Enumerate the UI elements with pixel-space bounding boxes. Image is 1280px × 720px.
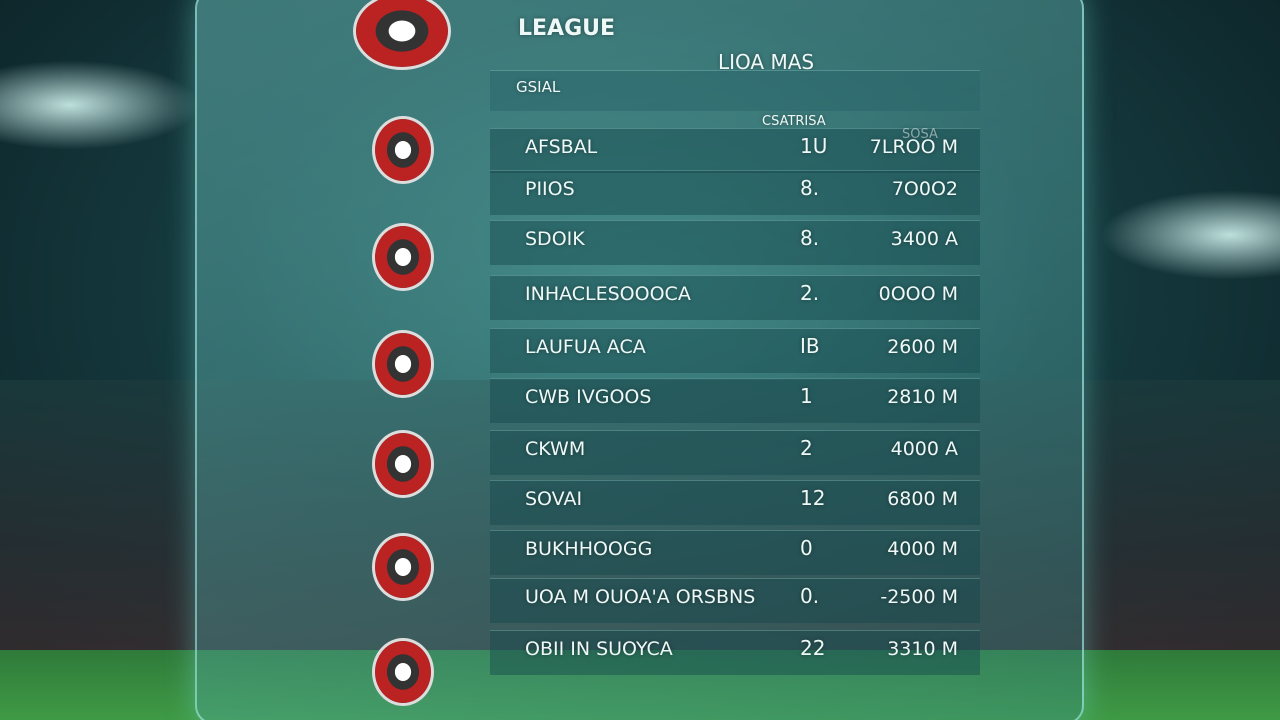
table-row [490, 378, 980, 423]
table-row [490, 630, 980, 675]
team-name: SOVAI [525, 488, 583, 510]
team-number: 2 [800, 436, 813, 460]
team-crest [372, 116, 434, 184]
team-crest [372, 223, 434, 291]
table-row [490, 170, 980, 215]
team-value: 3400 A [890, 228, 958, 250]
table-row [490, 430, 980, 475]
team-value: 3310 M [887, 638, 958, 660]
team-value: 4000 A [890, 438, 958, 460]
team-crest [372, 638, 434, 706]
table-row [490, 530, 980, 575]
floodlight [1100, 190, 1280, 280]
table-row [490, 220, 980, 265]
team-number: 1 [800, 384, 813, 408]
column-header: GSIAL [516, 78, 561, 96]
team-value: 7LROO M [869, 136, 958, 158]
team-number: 22 [800, 636, 826, 660]
team-name: SDOIK [525, 228, 585, 250]
team-crest [372, 430, 434, 498]
team-name: OBII IN SUOYCA [525, 638, 673, 660]
team-name: UOA M OUOA'A ORSBNS [525, 586, 756, 608]
table-row [490, 578, 980, 623]
team-name: PIIOS [525, 178, 575, 200]
column-header: SOSA [902, 127, 938, 142]
team-value: 2600 M [887, 336, 958, 358]
stands [0, 380, 1280, 660]
team-name: CWB IVGOOS [525, 386, 652, 408]
team-value: 6800 M [887, 488, 958, 510]
team-number: 8. [800, 176, 820, 200]
table-row [490, 480, 980, 525]
team-name: AFSBAL [525, 136, 598, 158]
team-value: 2810 M [887, 386, 958, 408]
table-row [490, 128, 980, 173]
team-crest [372, 533, 434, 601]
team-value: 7O0O2 [891, 178, 958, 200]
team-name: LAUFUA ACA [525, 336, 646, 358]
team-number: 1U [800, 134, 828, 158]
floodlight [0, 60, 200, 150]
team-number: 12 [800, 486, 826, 510]
team-number: 0 [800, 536, 813, 560]
league-logo [353, 0, 451, 70]
column-header: CSATRISA [762, 114, 826, 129]
team-name: CKWM [525, 438, 586, 460]
league-panel [195, 0, 1084, 720]
team-value: 4000 M [887, 538, 958, 560]
table-row [490, 328, 980, 373]
team-name: BUKHHOOGG [525, 538, 653, 560]
team-number: IB [800, 334, 820, 358]
team-number: 2. [800, 281, 820, 305]
team-value: 0OOO M [878, 283, 958, 305]
title: LEAGUE [518, 16, 616, 41]
team-name: INHACLESOOOCA [525, 283, 691, 305]
team-crest [372, 330, 434, 398]
team-value: -2500 M [880, 586, 958, 608]
table-row [490, 275, 980, 320]
team-number: 8. [800, 226, 820, 250]
header-row [490, 70, 980, 111]
team-number: 0. [800, 584, 820, 608]
